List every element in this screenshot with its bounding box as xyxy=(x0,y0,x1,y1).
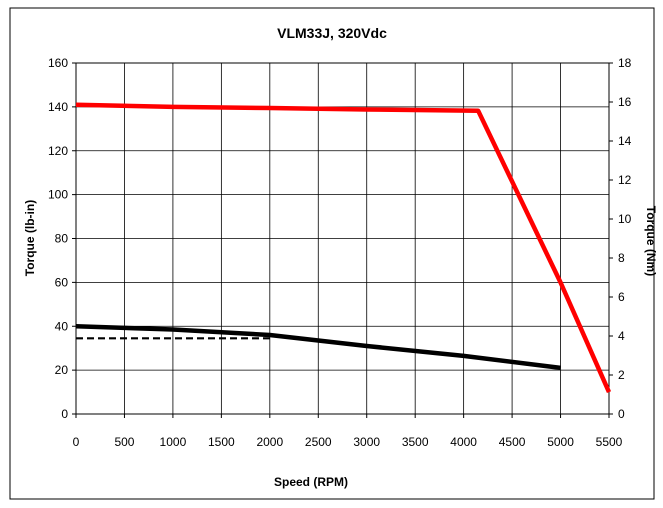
y-left-tick-label: 40 xyxy=(55,319,69,333)
y-right-tick-label: 0 xyxy=(618,407,625,421)
y-left-tick-label: 60 xyxy=(55,275,69,289)
x-tick-label: 0 xyxy=(73,435,80,449)
x-tick-label: 4500 xyxy=(499,435,526,449)
y-right-tick-label: 18 xyxy=(618,56,632,70)
chart-title: VLM33J, 320Vdc xyxy=(277,25,387,41)
y-right-tick-label: 14 xyxy=(618,134,632,148)
x-tick-label: 1000 xyxy=(160,435,187,449)
y-left-tick-label: 20 xyxy=(55,363,69,377)
y-right-tick-label: 4 xyxy=(618,329,625,343)
x-tick-label: 3500 xyxy=(402,435,429,449)
y-right-tick-label: 10 xyxy=(618,212,632,226)
y-left-tick-label: 80 xyxy=(55,232,69,246)
y-left-tick-label: 100 xyxy=(48,188,68,202)
y-right-tick-label: 8 xyxy=(618,251,625,265)
y-left-tick-label: 0 xyxy=(61,407,68,421)
grid xyxy=(76,63,609,414)
x-tick-label: 3000 xyxy=(353,435,380,449)
x-tick-label: 500 xyxy=(114,435,134,449)
x-tick-label: 2000 xyxy=(256,435,283,449)
x-tick-label: 5500 xyxy=(596,435,623,449)
x-axis-title: Speed (RPM) xyxy=(274,475,348,489)
x-tick-label: 5000 xyxy=(547,435,574,449)
y-left-tick-label: 160 xyxy=(48,56,68,70)
y-right-tick-label: 2 xyxy=(618,368,625,382)
ticks: 0 500 1000 1500 2000 2500 3000 3500 4000 4500 5000… xyxy=(48,56,632,449)
y-axis-title-right: Torque (Nm) xyxy=(644,206,658,276)
y-left-tick-label: 120 xyxy=(48,144,68,158)
series-layer xyxy=(75,102,612,394)
y-right-tick-label: 16 xyxy=(618,95,632,109)
chart-border xyxy=(9,7,655,500)
y-right-tick-label: 6 xyxy=(618,290,625,304)
x-tick-label: 1500 xyxy=(208,435,235,449)
y-right-tick-label: 12 xyxy=(618,173,632,187)
series-line-1 xyxy=(75,102,612,394)
x-tick-label: 2500 xyxy=(305,435,332,449)
y-left-tick-label: 140 xyxy=(48,100,68,114)
y-axis-title-left: Torque (lb-in) xyxy=(23,200,37,276)
x-tick-label: 4000 xyxy=(450,435,477,449)
series-line-2 xyxy=(75,324,561,371)
